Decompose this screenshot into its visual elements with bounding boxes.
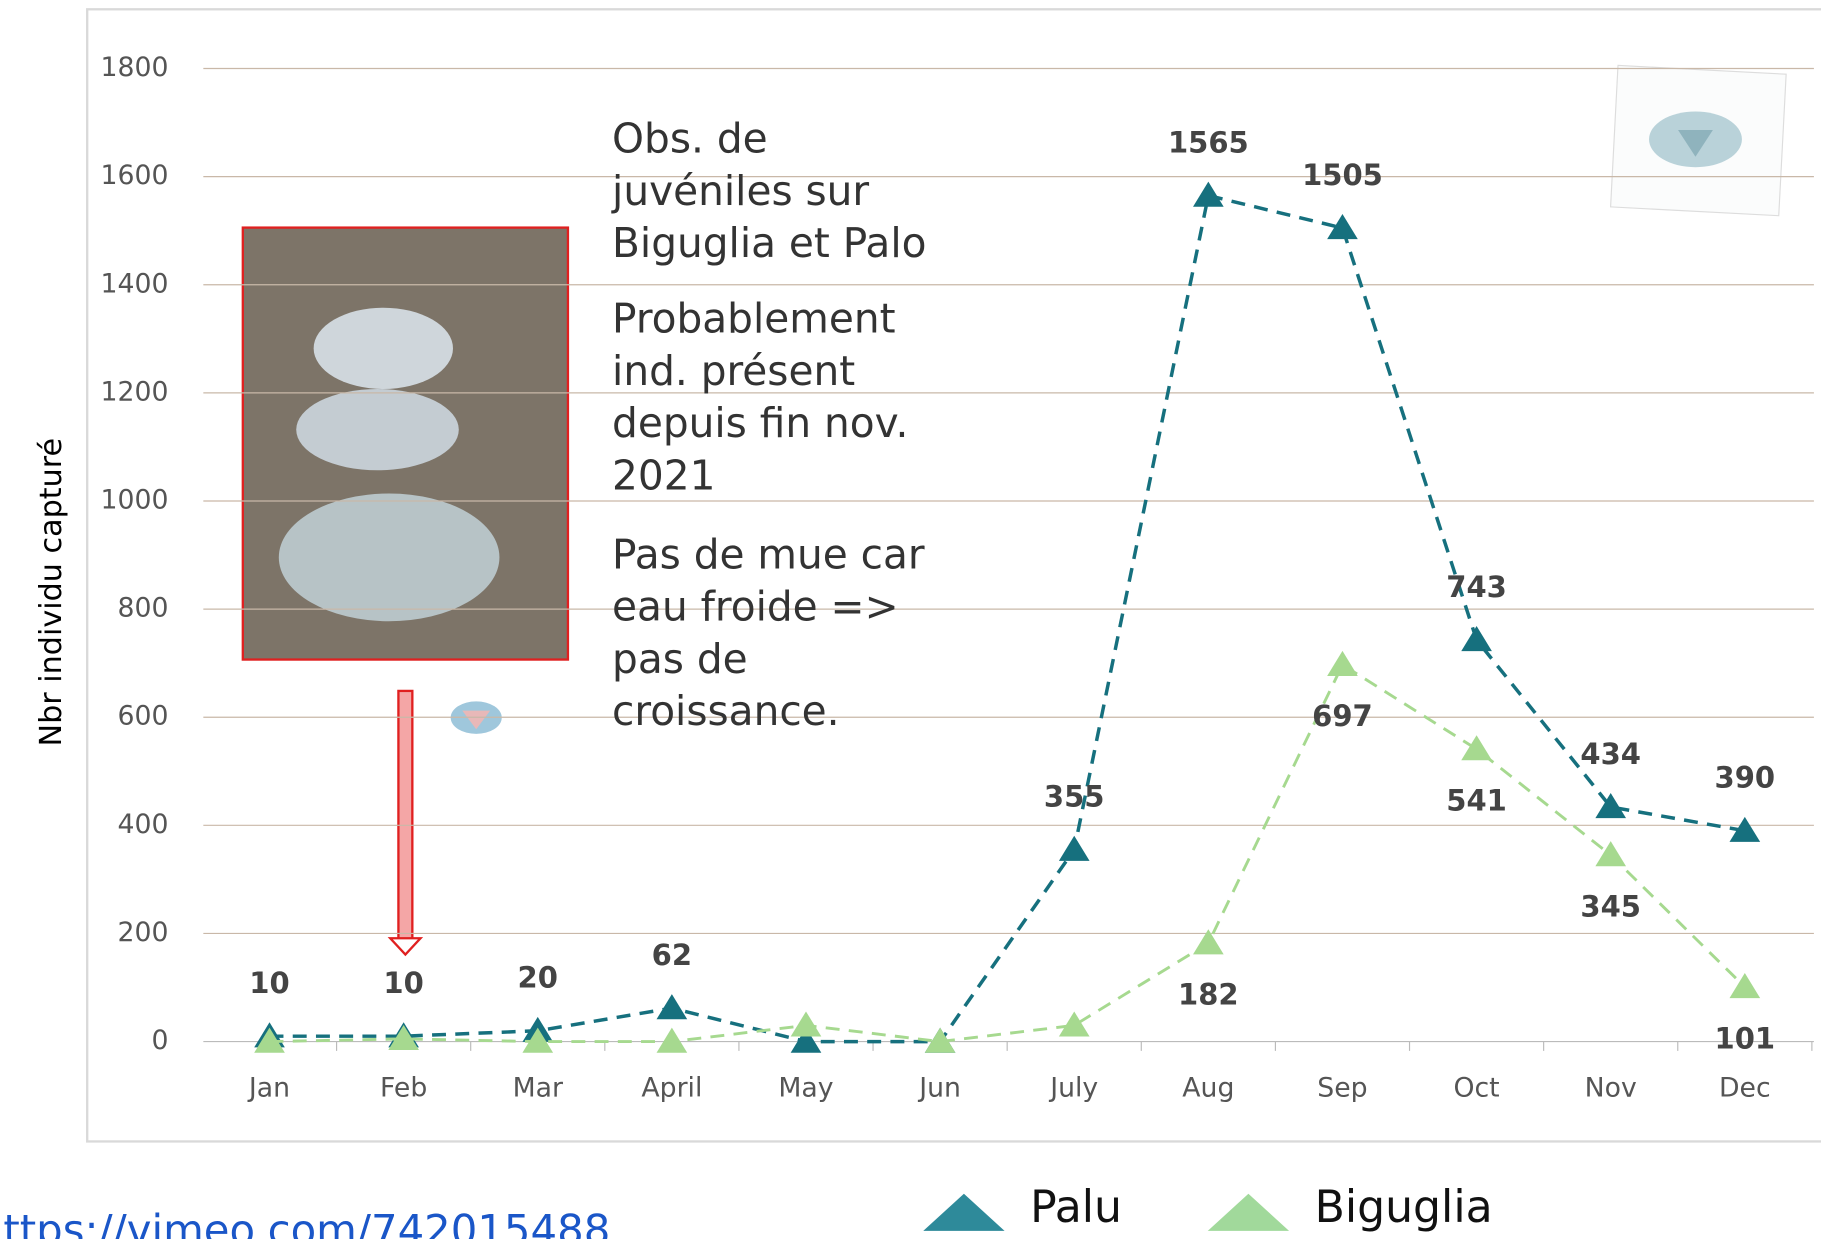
x-tick-label: Sep [1317,1073,1367,1104]
y-tick-label: 800 [118,593,169,624]
value-label: 434 [1580,737,1641,771]
y-tick-label: 1400 [101,268,169,299]
annotation: depuis fin nov. [612,399,908,447]
x-tick-label: Nov [1585,1073,1637,1104]
value-label: 1505 [1302,158,1383,192]
x-tick-label: Dec [1719,1073,1771,1104]
legend-marker [1208,1194,1289,1231]
annotation: pas de [612,635,748,683]
annotation: Probablement [612,295,895,343]
value-label: 20 [518,961,558,995]
annotation: ind. présent [612,347,855,395]
value-label: 101 [1715,1021,1776,1055]
x-tick-label: July [1048,1073,1098,1104]
value-label: 743 [1446,570,1507,604]
x-tick-label: Oct [1454,1073,1500,1104]
y-axis-label: Nbr individu capturé [34,438,69,747]
annotation: Biguglia et Palo [612,219,926,267]
annotation: Obs. de [612,115,768,163]
annotation: Pas de mue car [612,530,925,578]
legend-marker [923,1194,1004,1231]
value-label: 355 [1044,780,1105,814]
annotation: croissance. [612,687,840,735]
value-label: 541 [1446,784,1507,818]
link: https://vimeo.com/742015488 [0,1206,610,1239]
y-tick-label: 600 [118,701,169,732]
y-tick-label: 0 [152,1025,169,1056]
y-tick-label: 200 [118,917,169,948]
value-label: 10 [249,966,289,1000]
y-tick-label: 1200 [101,376,169,407]
y-tick-label: 400 [118,809,169,840]
legend-label: Biguglia [1315,1182,1493,1233]
x-tick-label: Aug [1182,1073,1234,1104]
value-label: 182 [1178,978,1239,1012]
x-tick-label: Feb [380,1073,427,1104]
x-tick-label: Jun [917,1073,961,1104]
y-tick-label: 1600 [101,160,169,191]
legend-label: Palu [1030,1182,1122,1233]
chart: Nbr individu capturé 0 200 400 600 800 1000 12… [0,0,1821,1239]
x-tick-label: May [778,1073,833,1104]
annotation: 2021 [612,451,715,499]
crab-icon [1611,65,1787,215]
value-label: 1565 [1168,125,1249,159]
annotation: juvéniles sur [611,167,869,215]
value-label: 697 [1312,699,1373,733]
x-tick-label: Jan [247,1073,290,1104]
annotation: eau froide => [612,583,899,631]
value-label: 345 [1580,890,1641,924]
y-tick-label: 1800 [101,52,169,83]
value-label: 10 [383,966,423,1000]
value-label: 62 [652,938,692,972]
y-tick-label: 1000 [101,484,169,515]
x-tick-label: April [641,1073,702,1104]
photo [243,228,568,660]
value-label: 390 [1715,761,1776,795]
x-tick-label: Mar [513,1073,563,1104]
